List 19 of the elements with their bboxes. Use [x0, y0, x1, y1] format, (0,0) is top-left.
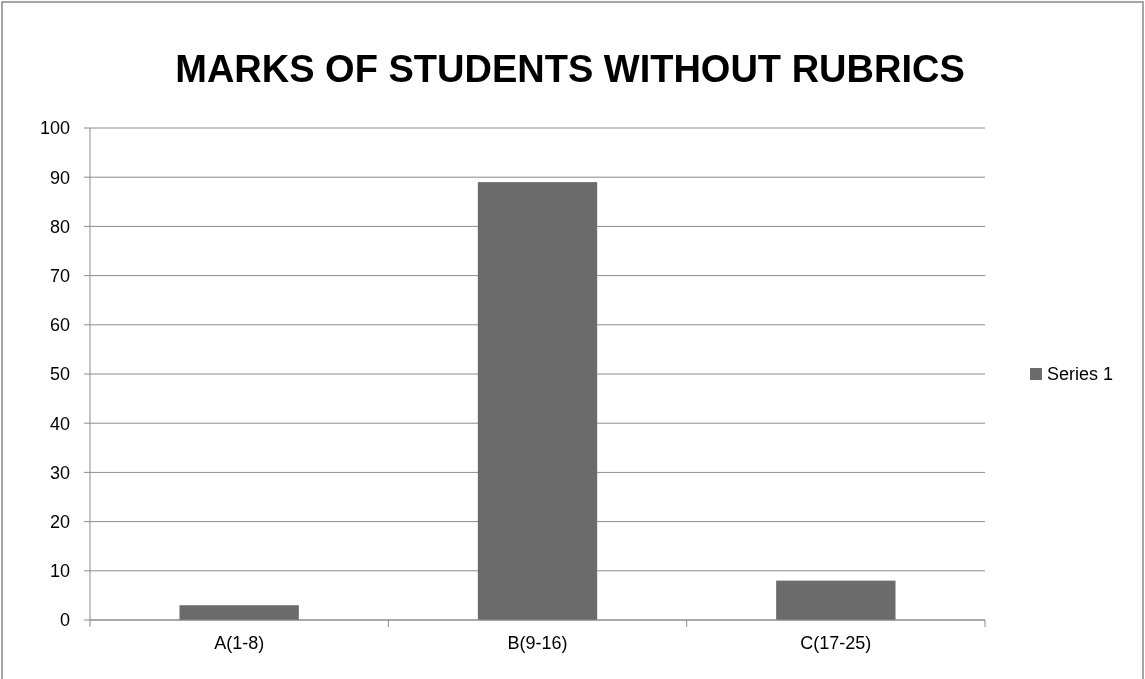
- chart-title: MARKS OF STUDENTS WITHOUT RUBRICS: [175, 48, 965, 90]
- y-tick-label: 90: [49, 167, 70, 188]
- y-tick-label: 30: [49, 462, 70, 483]
- x-tick-label: A(1-8): [214, 633, 265, 653]
- y-tick-label: 50: [49, 364, 70, 385]
- y-tick-label: 100: [39, 118, 70, 139]
- y-tick-label: 20: [49, 511, 70, 532]
- legend-label: Series 1: [1047, 364, 1114, 385]
- x-tick-label: B(9-16): [507, 633, 568, 653]
- y-tick-label: 10: [49, 561, 70, 582]
- bar: [179, 605, 299, 620]
- bar: [776, 580, 896, 620]
- y-tick-label: 60: [49, 315, 70, 336]
- y-tick-label: 80: [49, 216, 70, 237]
- bar: [477, 182, 598, 620]
- y-tick-label: 70: [49, 265, 70, 286]
- y-tick-label: 40: [49, 413, 70, 434]
- x-tick-label: C(17-25): [800, 633, 872, 653]
- y-tick-label: 0: [59, 610, 70, 631]
